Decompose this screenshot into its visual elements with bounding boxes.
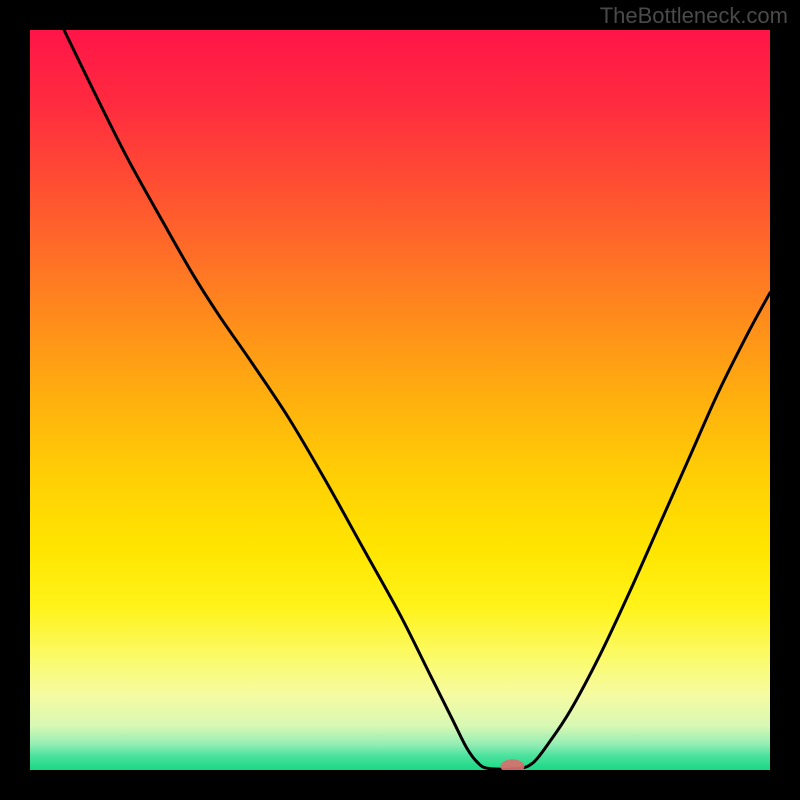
chart-svg xyxy=(30,30,770,770)
chart-background xyxy=(30,30,770,770)
watermark-text: TheBottleneck.com xyxy=(600,3,788,29)
chart-plot-area xyxy=(30,30,770,770)
